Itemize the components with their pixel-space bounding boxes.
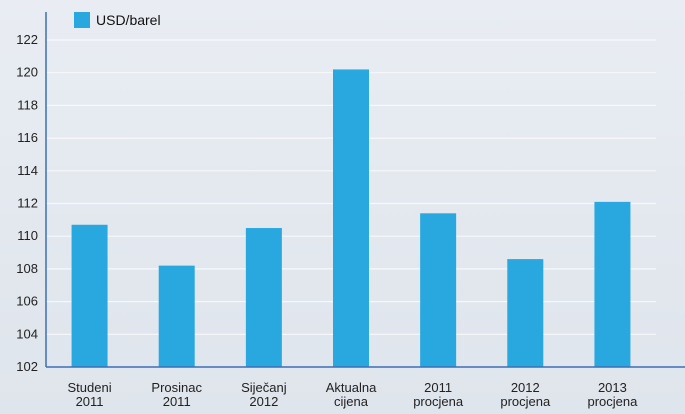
legend-swatch — [74, 12, 90, 28]
bar — [594, 201, 631, 367]
x-category-label: 2013 procjena — [587, 380, 638, 409]
bar — [507, 259, 544, 367]
x-category-label: Siječanj 2012 — [241, 380, 287, 409]
y-tick-label: 102 — [16, 359, 38, 374]
bar — [245, 228, 282, 367]
axes — [45, 12, 685, 368]
bars — [71, 69, 631, 368]
y-tick-label: 116 — [17, 130, 38, 145]
y-tick-label: 118 — [17, 97, 38, 112]
y-tick-labels: 102 104 106 108 110 112 114 116 118 120 122 — [16, 32, 38, 374]
y-tick-label: 108 — [16, 261, 38, 276]
y-tick-label: 104 — [16, 326, 38, 341]
legend: USD/barel — [74, 12, 161, 28]
bar — [158, 265, 195, 367]
x-category-label: 2012 procjena — [500, 380, 551, 409]
x-category-label: Studeni 2011 — [68, 380, 112, 409]
x-category-label: Prosinac 2011 — [151, 380, 202, 409]
y-tick-label: 106 — [16, 294, 38, 309]
y-tick-label: 114 — [17, 163, 38, 178]
legend-label: USD/barel — [96, 12, 161, 28]
x-category-label: Aktualna cijena — [326, 380, 377, 409]
y-tick-label: 120 — [16, 65, 38, 80]
bar — [333, 69, 369, 368]
bar — [420, 213, 457, 367]
y-tick-label: 110 — [17, 228, 38, 243]
bar — [71, 224, 108, 367]
y-tick-label: 122 — [16, 32, 38, 47]
y-tick-label: 112 — [17, 196, 38, 211]
x-category-label: 2011 procjena — [413, 380, 464, 409]
x-category-labels: Studeni 2011 Prosinac 2011 Siječanj 2012 Aktua… — [68, 380, 639, 409]
